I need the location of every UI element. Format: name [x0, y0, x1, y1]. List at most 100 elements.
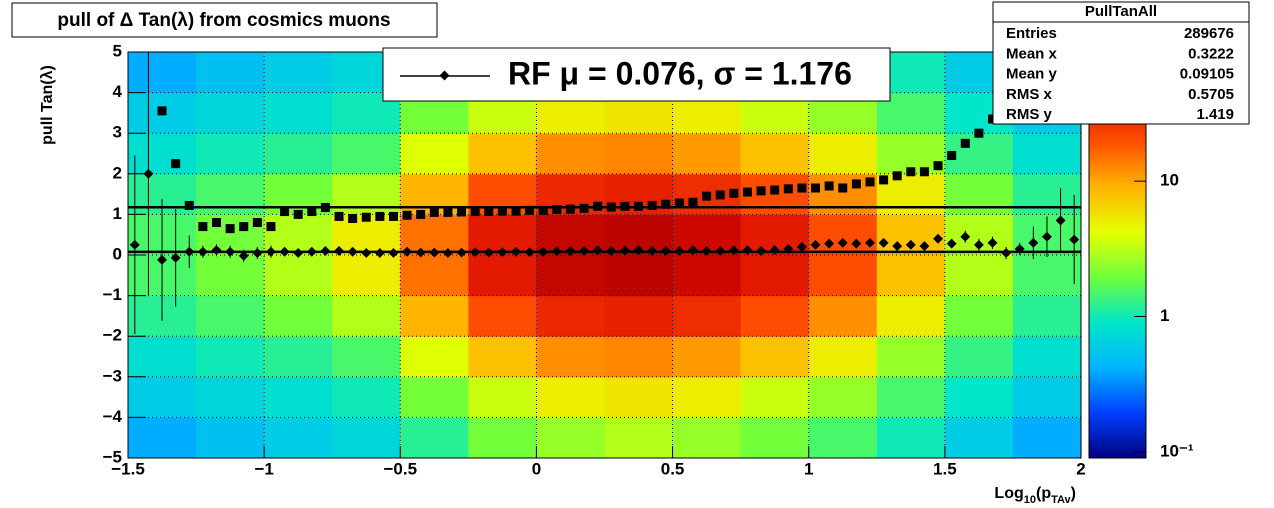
diamond-marker	[320, 245, 331, 256]
square-marker	[157, 106, 167, 116]
diamond-marker	[361, 248, 372, 258]
heat-cell	[1012, 376, 1081, 418]
diamond-marker	[279, 246, 290, 257]
heat-cell	[536, 376, 605, 418]
diamond-marker	[796, 241, 807, 252]
diamond-marker	[946, 238, 957, 249]
heat-cell	[468, 336, 537, 378]
x-tick-label: 1	[804, 459, 813, 478]
stats-label: Mean y	[1006, 66, 1058, 83]
heat-cell	[740, 295, 810, 337]
heat-cell	[196, 336, 265, 378]
diamond-marker	[197, 246, 208, 257]
square-marker	[280, 207, 290, 217]
diamond-marker	[429, 247, 440, 258]
square-marker	[388, 211, 398, 221]
chart-title: pull of Δ Tan(λ) from cosmics muons	[57, 10, 390, 31]
heat-cell	[944, 133, 1014, 175]
square-marker	[552, 205, 562, 215]
y-tick-label: −3	[103, 366, 122, 385]
square-marker	[647, 200, 657, 210]
heat-cell	[604, 255, 674, 297]
heat-cell	[808, 376, 878, 418]
diamond-marker	[170, 252, 181, 263]
diamond-marker	[415, 247, 426, 258]
x-tick-label: −1.5	[111, 459, 145, 478]
diamond-marker	[892, 241, 903, 252]
heat-cell	[740, 133, 810, 175]
diamond-marker	[701, 245, 712, 256]
heat-cell	[196, 255, 265, 297]
heat-cell	[876, 295, 946, 337]
square-marker	[634, 201, 644, 211]
square-marker	[293, 209, 303, 219]
heat-cell	[944, 173, 1014, 215]
square-marker	[742, 187, 752, 197]
square-marker	[538, 205, 548, 215]
heat-cell	[808, 336, 878, 378]
heat-cell	[468, 417, 537, 458]
heat-cell	[128, 133, 197, 175]
y-tick-label: 2	[113, 163, 122, 182]
square-marker	[947, 151, 957, 161]
square-marker	[906, 167, 916, 177]
y-tick-label: 1	[113, 204, 122, 223]
diamond-marker	[960, 231, 971, 242]
heat-cell	[400, 255, 469, 297]
diamond-marker	[374, 248, 385, 258]
diamond-marker	[143, 168, 154, 179]
heat-cell	[128, 417, 197, 458]
square-marker	[933, 161, 943, 171]
square-marker	[879, 175, 889, 185]
heat-cell	[944, 255, 1014, 297]
heat-cell	[604, 295, 674, 337]
diamond-marker	[756, 245, 767, 256]
heat-cell	[740, 376, 810, 418]
heat-cell	[672, 133, 742, 175]
square-marker	[892, 171, 902, 181]
heat-cell	[740, 417, 810, 458]
diamond-marker	[878, 237, 889, 248]
square-marker	[702, 191, 712, 201]
square-marker	[620, 201, 630, 211]
square-marker	[225, 224, 235, 234]
square-marker	[838, 183, 848, 193]
square-marker	[375, 211, 385, 221]
stats-label: Entries	[1006, 25, 1057, 42]
heat-cell	[400, 133, 469, 175]
y-tick-label: 0	[113, 244, 122, 263]
square-marker	[661, 199, 671, 209]
diamond-marker	[334, 245, 344, 256]
square-marker	[334, 211, 344, 221]
diamond-marker	[225, 246, 236, 257]
y-tick-label: 3	[113, 123, 122, 142]
diamond-marker	[511, 246, 521, 257]
diamond-marker	[987, 237, 998, 248]
heat-cell	[944, 417, 1014, 458]
heat-cell	[264, 52, 333, 94]
diamond-marker	[851, 238, 862, 249]
heat-cell	[808, 255, 878, 297]
diamond-marker	[1042, 231, 1052, 242]
diamond-marker	[973, 239, 984, 250]
stats-label: Mean x	[1006, 45, 1058, 62]
diamond-marker	[402, 246, 413, 257]
diamond-marker	[742, 245, 753, 256]
y-tick-label: −4	[103, 407, 123, 426]
heat-cell	[672, 255, 742, 297]
heat-cell	[196, 133, 265, 175]
stats-title: PullTanAll	[1085, 3, 1157, 20]
square-marker	[783, 184, 793, 194]
heat-cell	[264, 336, 333, 378]
heat-cell	[536, 295, 605, 337]
diamond-marker	[524, 247, 535, 258]
square-marker	[811, 183, 821, 193]
heat-cell	[196, 295, 265, 337]
title-box	[11, 2, 438, 38]
square-marker	[960, 138, 970, 148]
heat-cell	[128, 336, 197, 378]
square-marker	[511, 206, 521, 216]
heat-cell	[944, 295, 1014, 337]
diamond-marker	[1028, 237, 1039, 248]
heat-cell	[264, 92, 333, 134]
